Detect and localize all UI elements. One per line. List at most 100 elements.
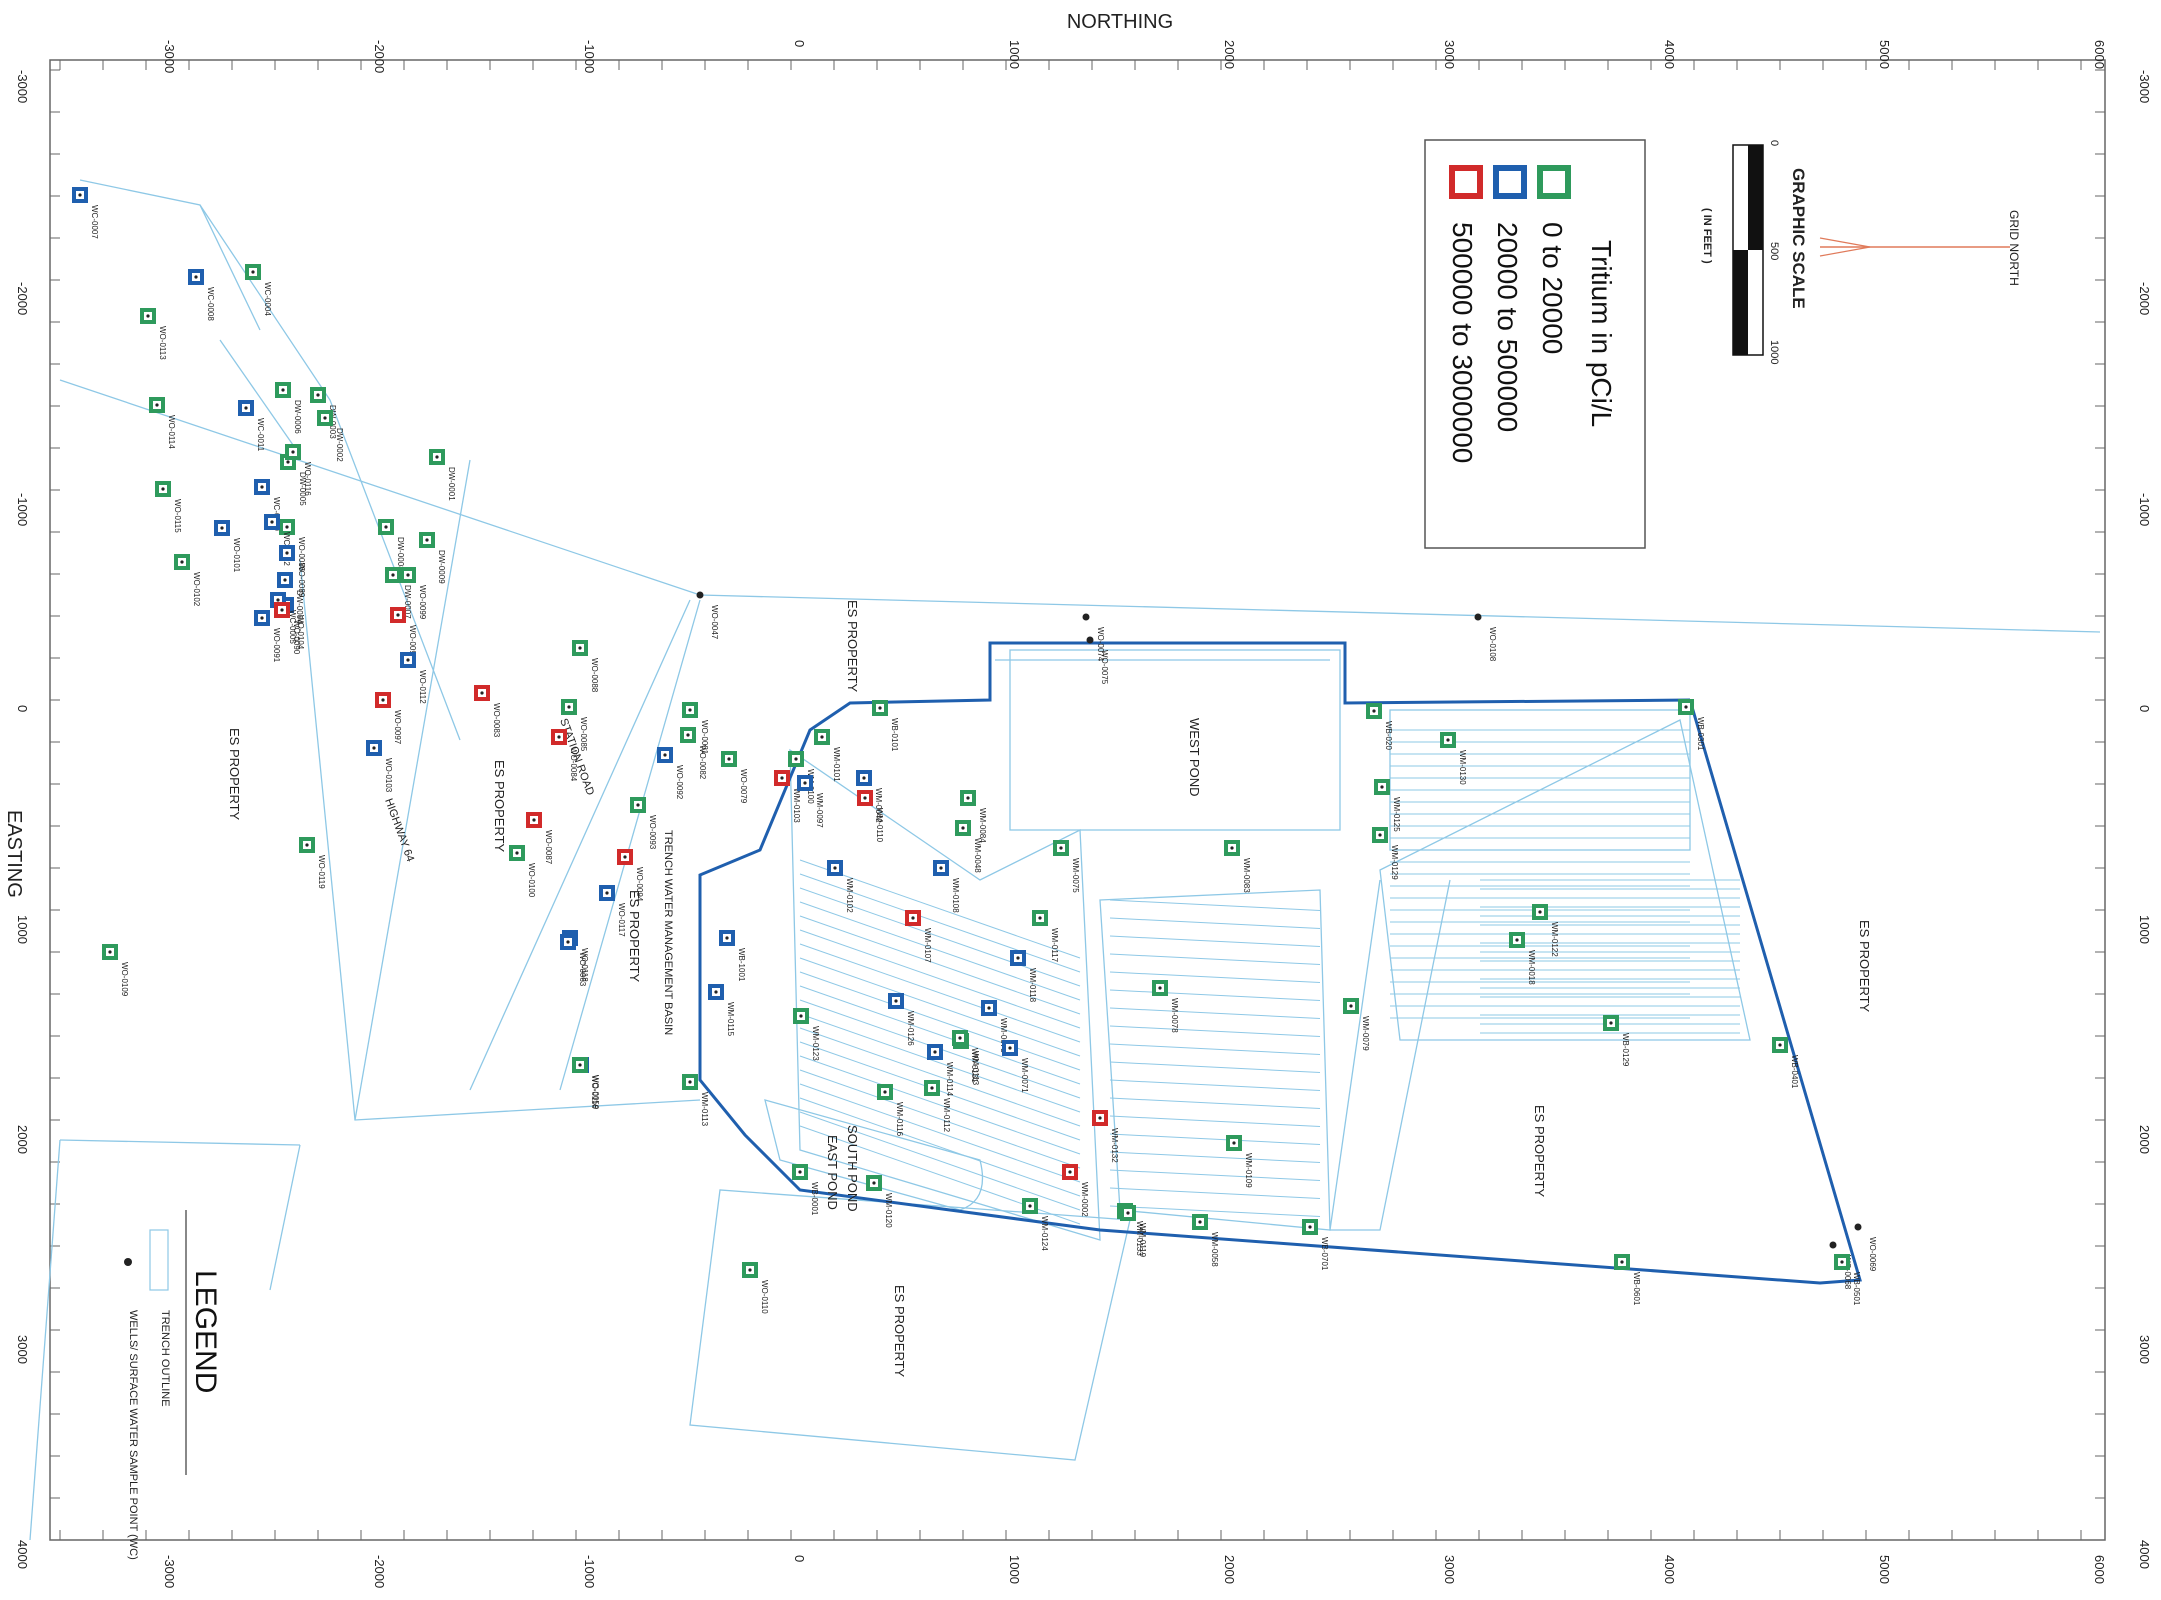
well-label: WO-0075 bbox=[1100, 650, 1109, 685]
well-marker: WO-0101 bbox=[214, 520, 241, 573]
well-label: WM-0120 bbox=[884, 1193, 893, 1228]
legend-trench-outline: TRENCH OUTLINE bbox=[159, 1310, 171, 1407]
well-point-icon bbox=[798, 1170, 802, 1174]
well-point-icon bbox=[987, 1006, 991, 1010]
easting-tick-right: -1000 bbox=[2137, 493, 2152, 526]
easting-tick-right: 2000 bbox=[2137, 1125, 2152, 1154]
trench-line bbox=[1109, 1115, 1321, 1127]
well-dot-icon bbox=[124, 1258, 132, 1266]
well-point-icon bbox=[372, 746, 376, 750]
well-point-icon bbox=[803, 781, 807, 785]
well-label: WO-0119 bbox=[317, 855, 326, 889]
well-point-icon bbox=[1059, 846, 1063, 850]
well-marker: WM-0112 bbox=[924, 1080, 951, 1133]
well-marker: WO-0081 bbox=[682, 702, 709, 755]
scale-tick-500: 500 bbox=[1768, 242, 1780, 260]
well-label: WC-0008 bbox=[206, 287, 215, 321]
well-point-icon bbox=[305, 843, 309, 847]
well-marker: WM-0079 bbox=[1343, 998, 1370, 1051]
northing-tick-top: 6000 bbox=[2092, 40, 2107, 69]
well-marker: DW-0007 bbox=[385, 567, 412, 619]
well-marker: WM-0102 bbox=[827, 860, 854, 913]
well-label: WO-0091 bbox=[272, 628, 281, 663]
trench-line bbox=[1109, 917, 1321, 929]
well-label: DW-0006 bbox=[293, 400, 302, 434]
well-marker: WC-0004 bbox=[245, 264, 272, 316]
well-label: WM-0101 bbox=[832, 747, 841, 782]
map-legend: LEGEND TRENCH OUTLINE WELLS/ SURFACE WAT… bbox=[124, 1210, 222, 1560]
trench-line bbox=[799, 1097, 1081, 1197]
well-label: WO-0084 bbox=[569, 747, 578, 782]
well-marker: DW-0002 bbox=[317, 410, 344, 462]
well-point-icon bbox=[872, 1181, 876, 1185]
well-label: WO-0102 bbox=[192, 572, 201, 607]
well-label: WO-0090 bbox=[292, 620, 301, 655]
well-point-icon bbox=[725, 936, 729, 940]
well-point-icon bbox=[285, 525, 289, 529]
well-point-icon bbox=[794, 757, 798, 761]
well-point-icon bbox=[286, 460, 290, 464]
easting-tick-left: 2000 bbox=[15, 1125, 30, 1154]
well-label: WM-0122 bbox=[1550, 922, 1559, 957]
well-marker: WO-0097 bbox=[375, 692, 402, 745]
northing-tick-top: 4000 bbox=[1662, 40, 1677, 69]
well-label: WM-0118 bbox=[1028, 968, 1037, 1003]
tritium-swatch-red bbox=[1449, 165, 1483, 199]
trench-line bbox=[1109, 1133, 1321, 1145]
northing-tick-top: -2000 bbox=[372, 40, 387, 73]
well-marker: WM-0114 bbox=[927, 1044, 954, 1097]
well-label: WO-0104 bbox=[296, 615, 305, 650]
well-point-icon bbox=[566, 940, 570, 944]
well-label: WM-0071 bbox=[1020, 1058, 1029, 1093]
well-marker: WM-0078 bbox=[1152, 980, 1179, 1033]
well-point-icon bbox=[280, 608, 284, 612]
well-label: WM-0079 bbox=[1361, 1016, 1370, 1051]
well-marker: DW-0009 bbox=[419, 532, 446, 584]
well-marker: WM-0058 bbox=[1192, 1214, 1219, 1267]
tritium-legend-title: Tritium in pCi/L bbox=[1586, 240, 1617, 427]
trench-line bbox=[1109, 1187, 1321, 1199]
well-marker: WM-0002 bbox=[1062, 1164, 1089, 1217]
well-marker: WM-0048 bbox=[955, 820, 982, 873]
northing-tick-bottom: 1000 bbox=[1007, 1555, 1022, 1584]
easting-tick-right: 3000 bbox=[2137, 1335, 2152, 1364]
well-marker: WM-0130 bbox=[1440, 732, 1467, 785]
well-label: WO-0085 bbox=[579, 717, 588, 752]
well-point-icon bbox=[406, 658, 410, 662]
well-point-icon bbox=[194, 275, 198, 279]
well-label: WB-0501 bbox=[1852, 1272, 1861, 1306]
well-marker: WM-0110 bbox=[857, 790, 884, 843]
well-label: WO-0081 bbox=[700, 720, 709, 755]
well-point-icon bbox=[435, 455, 439, 459]
well-point-icon bbox=[1684, 705, 1688, 709]
label-west-pond: WEST POND bbox=[1187, 718, 1202, 797]
well-marker: WO-0094 bbox=[617, 849, 644, 902]
well-marker: DW-0008 bbox=[378, 519, 405, 571]
well-label: WM-0117 bbox=[1050, 928, 1059, 963]
well-marker: WO-0063 bbox=[560, 934, 587, 987]
trench-line bbox=[799, 1083, 1081, 1183]
well-point-icon bbox=[799, 1014, 803, 1018]
northing-tick-top: 0 bbox=[792, 40, 807, 47]
well-point-icon bbox=[966, 796, 970, 800]
trench-line bbox=[799, 1027, 1081, 1127]
well-label: WM-0110 bbox=[875, 808, 884, 843]
well-point-icon bbox=[1230, 846, 1234, 850]
well-label: WM-0114 bbox=[945, 1062, 954, 1097]
well-label: WO-0086 bbox=[297, 537, 306, 572]
well-marker: WM-0126 bbox=[888, 993, 915, 1046]
easting-tick-left: -3000 bbox=[15, 70, 30, 103]
well-point-icon bbox=[161, 487, 165, 491]
well-marker: WM-0107 bbox=[905, 910, 932, 963]
well-marker: DW-0001 bbox=[429, 449, 456, 501]
well-label: WM-0129 bbox=[1390, 845, 1399, 880]
well-label: WB-0129 bbox=[1621, 1033, 1630, 1067]
well-marker: WO-0108 bbox=[1474, 613, 1497, 662]
well-label: WM-0078 bbox=[1170, 998, 1179, 1033]
northing-tick-bottom: 2000 bbox=[1222, 1555, 1237, 1584]
well-point-icon bbox=[578, 646, 582, 650]
well-point-icon bbox=[180, 560, 184, 564]
well-marker: WO-0116 bbox=[285, 444, 312, 496]
well-label: WO-0098 bbox=[408, 625, 417, 660]
